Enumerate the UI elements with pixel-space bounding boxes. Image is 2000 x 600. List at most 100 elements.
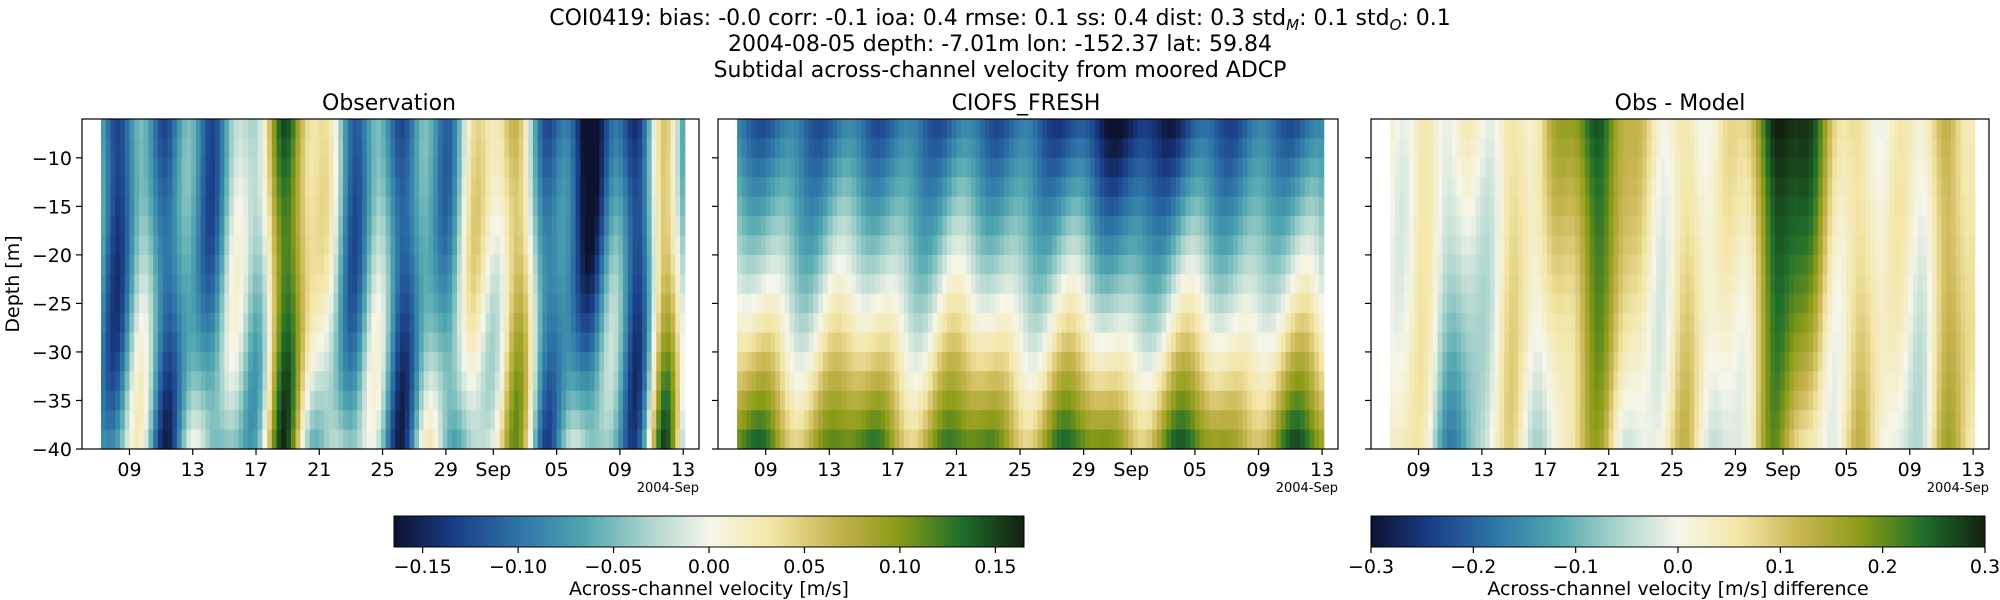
heatmap-cell [115,293,121,314]
heatmap-cell [756,138,762,159]
heatmap-cell [1437,196,1443,217]
heatmap-cell [129,390,135,411]
heatmap-cell [780,235,786,256]
heatmap-cell [1285,332,1291,353]
heatmap-cell [975,138,981,159]
heatmap-cell [172,313,178,334]
heatmap-cell [305,410,311,431]
heatmap-cell [784,235,791,256]
heatmap-cell [328,196,335,217]
heatmap-cell [494,235,501,256]
heatmap-cell [1285,371,1291,392]
heatmap-cell [656,138,662,159]
heatmap-cell [148,196,154,217]
heatmap-cell [818,351,824,372]
heatmap-cell [1532,390,1538,411]
heatmap-cell [1228,351,1234,372]
heatmap-cell [1190,177,1196,198]
heatmap-cell [1546,157,1553,178]
heatmap-cell [1166,429,1172,450]
heatmap-cell [442,332,449,353]
heatmap-cell [1132,216,1139,237]
heatmap-cell [1399,157,1405,178]
heatmap-cell [219,429,225,450]
heatmap-cell [599,332,605,353]
heatmap-cell [110,235,116,256]
heatmap-cell [233,371,240,392]
heatmap-cell [1261,293,1268,314]
heatmap-cell [1442,390,1448,411]
heatmap-cell [1171,390,1177,411]
heatmap-cell [395,390,401,411]
heatmap-cell [480,274,487,295]
heatmap-cell [1428,410,1434,431]
heatmap-cell [219,119,225,140]
heatmap-cell [1023,390,1029,411]
heatmap-cell [210,254,216,275]
heatmap-cell [333,138,339,159]
heatmap-cell [229,177,235,198]
heatmap-cell [537,177,543,198]
heatmap-cell [395,293,401,314]
heatmap-cell [267,157,273,178]
heatmap-cell [1237,293,1244,314]
heatmap-cell [504,390,510,411]
heatmap-cell [842,332,848,353]
heatmap-cell [1551,254,1557,275]
heatmap-cell [243,216,249,237]
heatmap-cell [343,371,349,392]
heatmap-cell [580,332,586,353]
heatmap-cell [1109,293,1115,314]
heatmap-cell [1304,254,1310,275]
heatmap-cell [252,293,259,314]
heatmap-cell [1266,235,1272,256]
heatmap-cell [1008,196,1015,217]
heatmap-cell [437,138,444,159]
heatmap-cell [509,429,515,450]
heatmap-cell [499,390,506,411]
heatmap-cell [1461,157,1467,178]
heatmap-cell [195,274,202,295]
heatmap-cell [813,138,819,159]
heatmap-cell [1085,274,1091,295]
heatmap-cell [1018,390,1024,411]
heatmap-cell [1223,157,1229,178]
heatmap-cell [661,138,667,159]
heatmap-cell [509,313,515,334]
heatmap-cell [1271,235,1277,256]
heatmap-cell [994,177,1000,198]
heatmap-cell [1527,351,1534,372]
heatmap-cell [1542,119,1548,140]
heatmap-cell [205,157,211,178]
heatmap-cell [1285,177,1291,198]
heatmap-cell [362,313,368,334]
heatmap-cell [1056,274,1062,295]
heatmap-cell [1104,351,1110,372]
heatmap-cell [1499,254,1505,275]
heatmap-cell [238,216,244,237]
heatmap-cell [894,274,900,295]
heatmap-cell [646,196,653,217]
heatmap-cell [153,157,159,178]
heatmap-cell [1409,274,1415,295]
heatmap-cell [1247,410,1253,431]
heatmap-cell [1090,371,1096,392]
heatmap-cell [414,390,420,411]
heatmap-cell [1561,390,1567,411]
heatmap-cell [494,429,501,450]
heatmap-cell [827,390,834,411]
heatmap-cell [271,196,278,217]
heatmap-cell [870,332,876,353]
heatmap-cell [399,119,406,140]
heatmap-cell [456,157,463,178]
heatmap-cell [295,254,301,275]
heatmap-cell [799,293,805,314]
heatmap-cell [528,216,534,237]
heatmap-cell [637,157,643,178]
heatmap-cell [200,371,206,392]
heatmap-cell [1494,410,1500,431]
heatmap-cell [1290,216,1296,237]
heatmap-cell [1504,119,1510,140]
heatmap-cell [1276,177,1282,198]
heatmap-cell [523,293,529,314]
